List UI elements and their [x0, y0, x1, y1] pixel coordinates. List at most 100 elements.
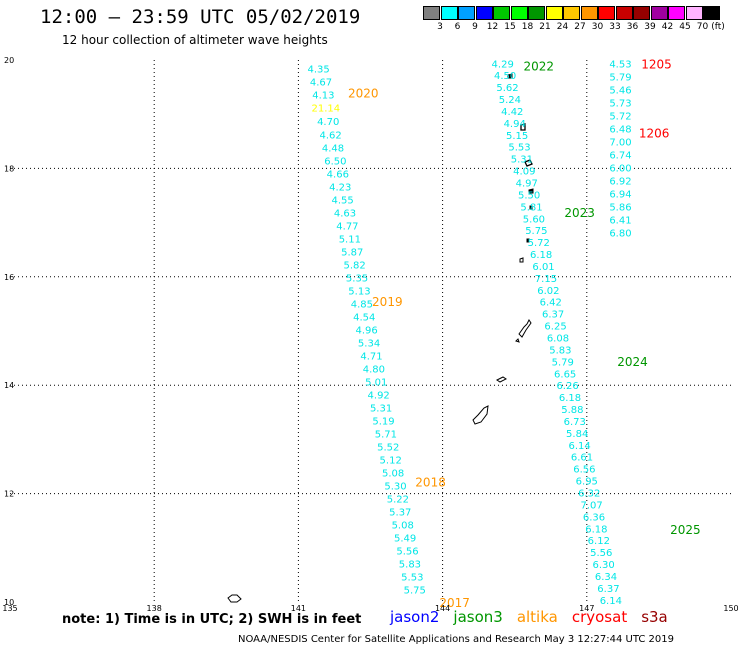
pass-number-label: 2018 — [415, 476, 446, 490]
pass-number-label: 1205 — [641, 57, 672, 71]
agrihan-island — [524, 159, 533, 167]
y-tick-label: 16 — [4, 273, 14, 282]
wave-height-value: 5.56 — [396, 547, 418, 558]
wave-height-value: 4.63 — [334, 208, 356, 219]
wave-height-value: 6.14 — [600, 596, 622, 607]
wave-height-value: 5.53 — [401, 573, 423, 584]
wave-height-value: 5.81 — [520, 202, 542, 213]
asuncion-island — [520, 123, 526, 131]
x-tick-label: 147 — [579, 604, 594, 613]
y-tick-label: 10 — [4, 598, 14, 607]
wave-height-value: 6.65 — [554, 369, 576, 380]
wave-height-value: 4.70 — [317, 117, 339, 128]
anatahan-island — [519, 257, 524, 263]
wave-height-value: 5.73 — [609, 98, 631, 109]
footer-note: note: 1) Time is in UTC; 2) SWH is in fe… — [62, 612, 362, 627]
wave-height-value: 5.01 — [365, 377, 387, 388]
satellite-legend-cryosat: cryosat — [571, 608, 628, 626]
color-scale-swatch — [528, 6, 545, 20]
wave-height-value: 21.14 — [311, 104, 340, 115]
color-scale-swatch — [458, 6, 475, 20]
wave-height-value: 4.54 — [353, 312, 375, 323]
x-tick-label: 138 — [147, 604, 162, 613]
color-scale-label: 30 — [591, 22, 604, 32]
track-cryosat: 4.53 5.79 5.46 5.73 5.72 6.48 7.00 6.74 6.00 6.92… — [609, 57, 671, 239]
wave-height-value: 5.62 — [496, 83, 518, 94]
wave-height-value: 7.15 — [535, 274, 557, 285]
wave-height-value: 6.37 — [542, 310, 564, 321]
color-scale-swatch — [598, 6, 615, 20]
wave-height-value: 5.31 — [370, 403, 392, 414]
wave-height-value: 4.62 — [319, 130, 341, 141]
satellite-legend-altika: altika — [516, 608, 558, 626]
wave-height-value: 6.36 — [583, 512, 605, 523]
wave-height-value: 4.77 — [336, 221, 358, 232]
wave-height-value: 4.23 — [329, 182, 351, 193]
color-scale-label: 18 — [521, 22, 534, 32]
wave-height-value: 5.12 — [380, 455, 402, 466]
pass-number-label: 2025 — [670, 523, 701, 537]
color-scale-swatch — [580, 6, 598, 20]
color-scale-swatch — [440, 6, 458, 20]
wave-height-value: 6.56 — [573, 465, 595, 476]
color-scale-label: 6 — [454, 22, 461, 32]
wave-height-value: 4.29 — [492, 59, 514, 70]
satellite-legend: jason2 jason3 altika cryosat s3a — [390, 608, 682, 626]
x-tick-label: 150 — [723, 604, 738, 613]
wave-height-value: 6.61 — [571, 453, 593, 464]
rota-island — [496, 376, 507, 383]
y-tick-label: 12 — [4, 490, 14, 499]
color-scale-label: 70 — [696, 22, 709, 32]
wave-height-value: 4.94 — [504, 119, 526, 130]
wave-height-value: 6.01 — [532, 262, 554, 273]
wave-height-value: 6.00 — [609, 163, 631, 174]
wave-height-value: 5.75 — [404, 586, 426, 597]
wave-height-value: 5.13 — [348, 286, 370, 297]
wave-height-value: 5.72 — [609, 111, 631, 122]
wave-height-value: 6.02 — [537, 286, 559, 297]
wave-height-value: 5.83 — [399, 560, 421, 571]
wave-height-value: 4.50 — [494, 71, 516, 82]
wave-height-value: 6.18 — [585, 524, 607, 535]
wave-height-value: 5.31 — [511, 155, 533, 166]
wave-height-value: 6.08 — [547, 334, 569, 345]
wave-height-value: 6.42 — [540, 298, 562, 309]
satellite-legend-jason3: jason3 — [453, 608, 503, 626]
land-outlines — [227, 73, 534, 603]
credit-line: NOAA/NESDIS Center for Satellite Applica… — [238, 634, 674, 645]
altimeter-tracks: 4.35 4.67 4.13 21.14 4.70 4.62 4.48 6.50 4.66 4.2… — [307, 57, 700, 610]
color-scale-swatch — [563, 6, 580, 20]
grid-lines — [10, 60, 731, 602]
pass-number-label: 2024 — [617, 355, 648, 369]
wave-height-value: 6.95 — [576, 477, 598, 488]
pass-number-label: 1206 — [639, 127, 670, 141]
color-scale-swatch — [668, 6, 685, 20]
wave-height-value: 5.30 — [384, 481, 406, 492]
color-scale-label: 12 — [486, 22, 499, 32]
wave-height-value: 4.67 — [310, 78, 332, 89]
wave-height-value: 5.86 — [609, 202, 631, 213]
color-scale-label: 39 — [644, 22, 656, 32]
wave-height-value: 6.25 — [544, 322, 566, 333]
wave-height-value: 6.92 — [609, 176, 631, 187]
wave-height-value: 7.07 — [580, 500, 602, 511]
wave-height-value: 6.48 — [609, 124, 631, 135]
ngulu-atoll — [227, 594, 242, 603]
color-scale-swatch — [633, 6, 650, 20]
wave-height-value: 6.26 — [556, 381, 578, 392]
color-scale-label: 42 — [661, 22, 674, 32]
color-scale-swatch — [650, 6, 668, 20]
wave-height-value: 5.72 — [528, 238, 550, 249]
wave-height-value: 6.50 — [324, 156, 346, 167]
wave-height-value: 5.79 — [609, 72, 631, 83]
color-scale-swatch — [510, 6, 528, 20]
color-scale-label: 15 — [504, 22, 516, 32]
wave-height-value: 5.83 — [549, 345, 571, 356]
color-scale-label: 36 — [626, 22, 639, 32]
wave-height-value: 5.22 — [387, 494, 409, 505]
color-scale-label: 45 — [679, 22, 691, 32]
map-title: 12:00 – 23:59 UTC 05/02/2019 — [40, 6, 361, 28]
wave-height-value: 5.11 — [339, 234, 361, 245]
wave-height-value: 5.87 — [341, 247, 363, 258]
